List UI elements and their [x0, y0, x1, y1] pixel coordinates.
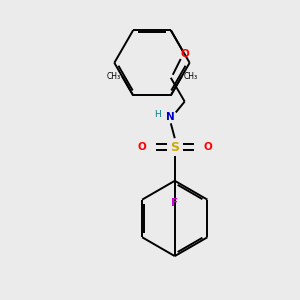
Text: O: O — [203, 142, 212, 152]
Text: CH₃: CH₃ — [106, 72, 120, 81]
Text: O: O — [180, 49, 189, 59]
Text: H: H — [154, 110, 161, 119]
Text: F: F — [171, 198, 178, 208]
Text: CH₃: CH₃ — [184, 72, 198, 81]
Text: S: S — [170, 141, 179, 154]
Text: O: O — [137, 142, 146, 152]
Text: N: N — [167, 112, 175, 122]
